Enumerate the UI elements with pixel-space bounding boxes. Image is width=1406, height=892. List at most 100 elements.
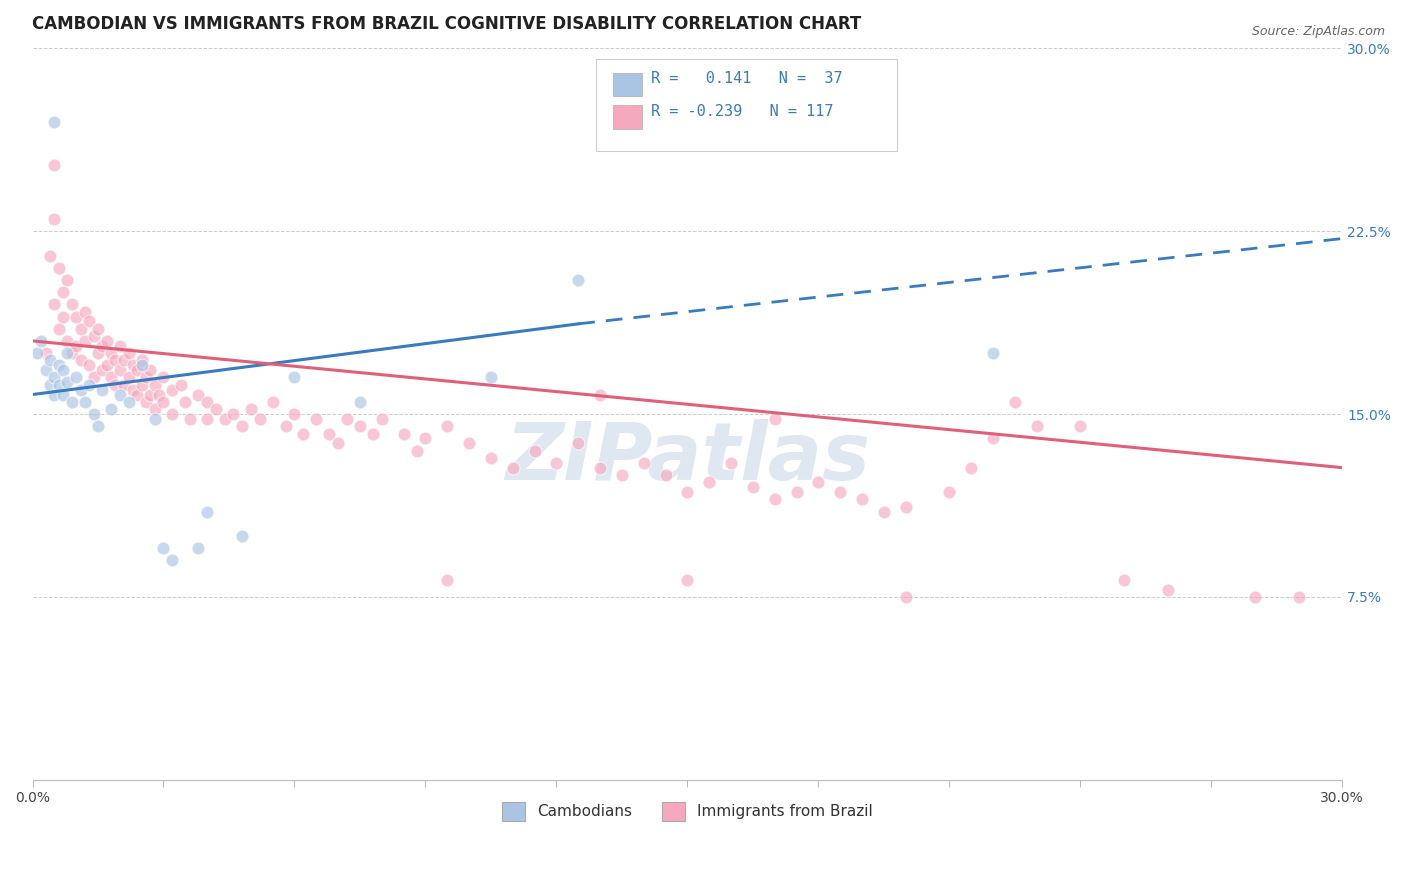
- Point: [1004, 394, 1026, 409]
- Point: [676, 573, 699, 587]
- Point: [69, 353, 91, 368]
- Point: [336, 412, 359, 426]
- Point: [69, 383, 91, 397]
- Point: [60, 297, 83, 311]
- Point: [1025, 419, 1047, 434]
- Point: [981, 346, 1004, 360]
- Point: [73, 334, 96, 348]
- Point: [305, 412, 328, 426]
- Point: [104, 353, 127, 368]
- Point: [479, 370, 502, 384]
- Point: [83, 407, 105, 421]
- Point: [91, 363, 114, 377]
- Point: [1288, 590, 1310, 604]
- Point: [326, 436, 349, 450]
- Point: [589, 387, 612, 401]
- Point: [283, 407, 305, 421]
- Point: [633, 456, 655, 470]
- Point: [318, 426, 340, 441]
- Point: [160, 553, 183, 567]
- Point: [34, 346, 56, 360]
- Point: [73, 304, 96, 318]
- Point: [87, 419, 110, 434]
- Point: [131, 353, 153, 368]
- Point: [148, 387, 170, 401]
- Point: [87, 346, 110, 360]
- Text: Source: ZipAtlas.com: Source: ZipAtlas.com: [1251, 25, 1385, 38]
- Point: [436, 573, 458, 587]
- Point: [131, 377, 153, 392]
- Point: [851, 492, 873, 507]
- Point: [786, 485, 808, 500]
- Text: R = -0.239   N = 117: R = -0.239 N = 117: [651, 104, 834, 119]
- Point: [938, 485, 960, 500]
- Point: [1244, 590, 1267, 604]
- Point: [135, 370, 157, 384]
- Point: [122, 383, 145, 397]
- Point: [830, 485, 852, 500]
- Point: [720, 456, 742, 470]
- Point: [1112, 573, 1135, 587]
- Point: [231, 419, 253, 434]
- Point: [174, 394, 197, 409]
- Point: [546, 456, 568, 470]
- Point: [56, 376, 79, 390]
- Point: [143, 412, 166, 426]
- Point: [458, 436, 481, 450]
- Point: [60, 346, 83, 360]
- Point: [249, 412, 271, 426]
- Point: [697, 475, 720, 490]
- Point: [349, 394, 371, 409]
- Text: R =   0.141   N =  37: R = 0.141 N = 37: [651, 71, 842, 87]
- Point: [39, 353, 62, 368]
- Point: [239, 402, 262, 417]
- Point: [283, 370, 305, 384]
- Point: [405, 443, 427, 458]
- Point: [108, 363, 131, 377]
- Point: [415, 431, 437, 445]
- Point: [1069, 419, 1091, 434]
- Point: [96, 359, 118, 373]
- Point: [56, 334, 79, 348]
- Point: [741, 480, 763, 494]
- Point: [87, 322, 110, 336]
- Point: [30, 334, 52, 348]
- Legend: Cambodians, Immigrants from Brazil: Cambodians, Immigrants from Brazil: [495, 796, 879, 827]
- Point: [56, 346, 79, 360]
- Point: [44, 297, 66, 311]
- Point: [60, 394, 83, 409]
- Point: [52, 387, 75, 401]
- Point: [34, 363, 56, 377]
- Point: [567, 273, 589, 287]
- Point: [179, 412, 201, 426]
- Point: [981, 431, 1004, 445]
- Point: [231, 529, 253, 543]
- Point: [65, 370, 87, 384]
- Point: [108, 339, 131, 353]
- Point: [108, 387, 131, 401]
- Point: [52, 363, 75, 377]
- Point: [100, 370, 122, 384]
- Point: [763, 412, 786, 426]
- Point: [91, 339, 114, 353]
- Point: [292, 426, 315, 441]
- Point: [69, 322, 91, 336]
- Point: [44, 114, 66, 128]
- Point: [83, 329, 105, 343]
- Point: [91, 383, 114, 397]
- Point: [1156, 582, 1178, 597]
- Point: [44, 158, 66, 172]
- Point: [44, 370, 66, 384]
- Point: [143, 377, 166, 392]
- Point: [589, 460, 612, 475]
- Point: [117, 346, 139, 360]
- Point: [676, 485, 699, 500]
- Point: [807, 475, 830, 490]
- Point: [39, 249, 62, 263]
- Point: [117, 394, 139, 409]
- Point: [763, 492, 786, 507]
- Point: [349, 419, 371, 434]
- Point: [195, 504, 218, 518]
- Point: [361, 426, 384, 441]
- Point: [131, 359, 153, 373]
